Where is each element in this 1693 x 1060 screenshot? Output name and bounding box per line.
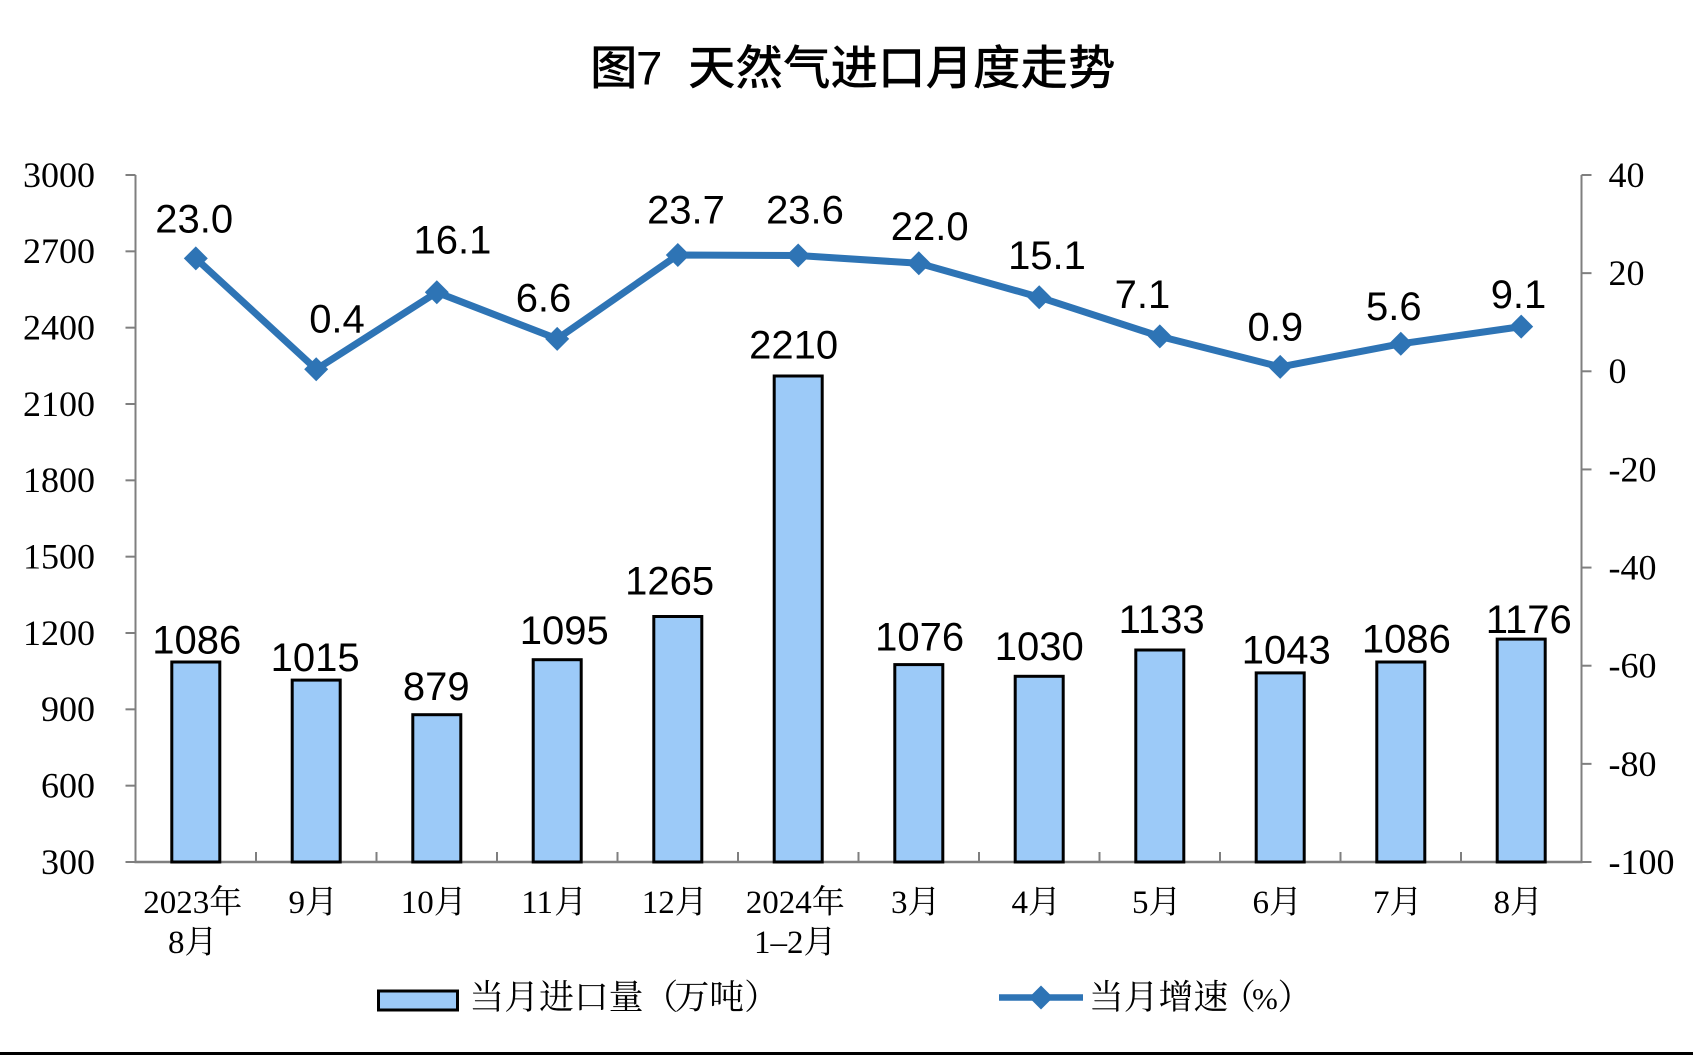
svg-text:-40: -40 bbox=[1609, 548, 1657, 588]
svg-text:5.6: 5.6 bbox=[1366, 285, 1422, 329]
svg-text:1086: 1086 bbox=[152, 619, 241, 663]
svg-text:8: 8 bbox=[1494, 885, 1511, 921]
svg-text:1015: 1015 bbox=[271, 636, 360, 680]
svg-text:900: 900 bbox=[41, 689, 95, 729]
svg-text:9: 9 bbox=[289, 885, 306, 921]
svg-text:0: 0 bbox=[1609, 351, 1627, 391]
svg-text:20: 20 bbox=[1609, 253, 1645, 293]
svg-text:7: 7 bbox=[1373, 885, 1390, 921]
svg-text:300: 300 bbox=[41, 842, 95, 882]
svg-text:1800: 1800 bbox=[23, 460, 95, 500]
svg-text:2024: 2024 bbox=[746, 885, 812, 921]
svg-text:23.6: 23.6 bbox=[766, 189, 844, 233]
svg-text:9.1: 9.1 bbox=[1491, 273, 1547, 317]
svg-text:0.9: 0.9 bbox=[1247, 305, 1303, 349]
svg-text:10: 10 bbox=[401, 885, 434, 921]
svg-text:6: 6 bbox=[1253, 885, 1270, 921]
svg-text:3: 3 bbox=[891, 885, 908, 921]
svg-text:1095: 1095 bbox=[520, 609, 609, 653]
svg-text:0.4: 0.4 bbox=[309, 298, 365, 342]
svg-text:11: 11 bbox=[521, 885, 553, 921]
svg-text:3000: 3000 bbox=[23, 155, 95, 195]
svg-text:-80: -80 bbox=[1609, 744, 1657, 784]
svg-text:1086: 1086 bbox=[1362, 617, 1451, 661]
svg-text:2700: 2700 bbox=[23, 231, 95, 271]
svg-text:7: 7 bbox=[636, 43, 662, 96]
svg-text:600: 600 bbox=[41, 766, 95, 806]
svg-text:2023: 2023 bbox=[143, 885, 209, 921]
svg-text:1133: 1133 bbox=[1119, 598, 1205, 642]
svg-text:15.1: 15.1 bbox=[1008, 234, 1086, 278]
svg-text:7.1: 7.1 bbox=[1115, 273, 1171, 317]
svg-text:8: 8 bbox=[168, 925, 185, 961]
svg-text:1176: 1176 bbox=[1486, 598, 1572, 642]
svg-text:%: % bbox=[1252, 981, 1278, 1016]
svg-text:16.1: 16.1 bbox=[413, 218, 491, 262]
svg-text:2210: 2210 bbox=[749, 324, 838, 368]
svg-text:1076: 1076 bbox=[875, 616, 964, 660]
svg-text:-100: -100 bbox=[1609, 842, 1675, 882]
svg-text:2400: 2400 bbox=[23, 308, 95, 348]
svg-text:1265: 1265 bbox=[625, 560, 714, 604]
svg-text:23.7: 23.7 bbox=[647, 189, 725, 233]
svg-text:23.0: 23.0 bbox=[155, 198, 233, 242]
svg-text:12: 12 bbox=[642, 885, 675, 921]
svg-text:1–2: 1–2 bbox=[754, 925, 804, 961]
svg-text:6.6: 6.6 bbox=[516, 277, 572, 321]
svg-text:1043: 1043 bbox=[1242, 628, 1331, 672]
svg-text:879: 879 bbox=[403, 665, 470, 709]
svg-text:-20: -20 bbox=[1609, 449, 1657, 489]
svg-text:5: 5 bbox=[1132, 885, 1149, 921]
svg-text:-60: -60 bbox=[1609, 646, 1657, 686]
svg-text:4: 4 bbox=[1012, 885, 1029, 921]
svg-text:2100: 2100 bbox=[23, 384, 95, 424]
svg-text:1200: 1200 bbox=[23, 613, 95, 653]
svg-text:1500: 1500 bbox=[23, 537, 95, 577]
svg-text:22.0: 22.0 bbox=[891, 205, 969, 249]
svg-text:1030: 1030 bbox=[995, 625, 1084, 669]
svg-text:40: 40 bbox=[1609, 155, 1645, 195]
